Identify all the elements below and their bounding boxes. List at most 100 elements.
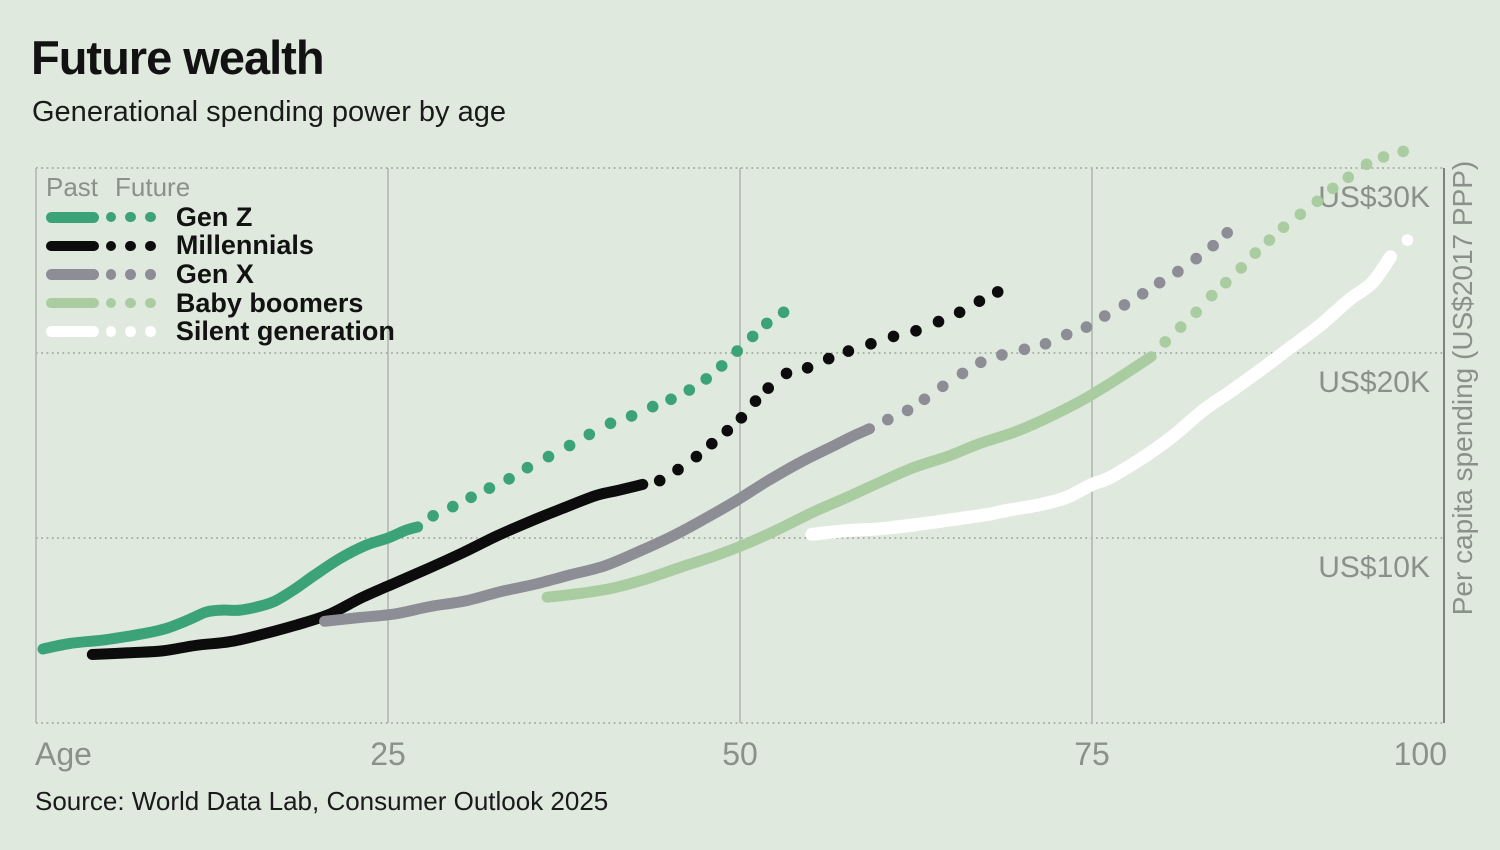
series-gen-x-future-dot-5 <box>975 356 987 369</box>
series-baby-boomers-future-dot-4 <box>1220 276 1232 289</box>
page-subtitle: Generational spending power by age <box>32 96 506 128</box>
series-gen-x-future-dot-11 <box>1098 310 1111 322</box>
series-baby-boomers-future-dot-7 <box>1263 234 1276 246</box>
legend-future-swatch-dot-icon <box>105 212 116 223</box>
series-baby-boomers-future-dot-9 <box>1294 208 1307 221</box>
x-tick-label-25: 25 <box>370 736 406 772</box>
series-baby-boomers-future-dot-15 <box>1397 145 1409 158</box>
series-gen-z-future-dot-1 <box>447 500 459 513</box>
legend-future-swatch-dot-icon <box>145 326 156 337</box>
series-millennials-future-dot-2 <box>690 450 703 463</box>
legend-past-swatch-icon <box>46 240 99 252</box>
legend-future-swatch-dot-icon <box>145 269 156 280</box>
y-axis-title: Per capita spending (US$2017 PPP) <box>1447 161 1478 616</box>
legend-item-silent-generation: Silent generation <box>46 317 395 346</box>
series-millennials-future-dot-12 <box>865 338 877 350</box>
x-tick-label-50: 50 <box>722 736 758 772</box>
legend-future-swatch-dot-icon <box>125 240 136 252</box>
series-baby-boomers-future-dot-12 <box>1342 171 1355 184</box>
series-gen-z-past-line <box>37 521 424 655</box>
series-gen-x-future-dot-13 <box>1136 288 1149 300</box>
series-gen-z-future-dot-12 <box>665 393 677 406</box>
legend-future-label: Future <box>115 172 191 202</box>
legend-future-swatch-dot-icon <box>145 240 156 252</box>
series-silent-generation-future-dot-0 <box>1401 234 1414 246</box>
legend-past-swatch-icon <box>46 212 99 223</box>
series-millennials-future-dot-10 <box>822 352 835 365</box>
series-gen-x-future-dot-8 <box>1039 338 1052 350</box>
legend-item-gen-z: Gen Z <box>46 203 395 232</box>
series-millennials-future-dot-14 <box>910 325 922 337</box>
series-baby-boomers-future-dot-1 <box>1174 321 1187 333</box>
series-baby-boomers-past-line <box>541 351 1157 603</box>
series-millennials-future-dot-0 <box>653 474 666 487</box>
legend-label-millennials: Millennials <box>175 230 314 261</box>
legend-item-gen-x: Gen X <box>46 260 395 289</box>
series-gen-x-future-dot-7 <box>1018 343 1031 356</box>
legend-past-swatch-icon <box>46 326 99 337</box>
series-gen-x-future-dot-17 <box>1207 239 1219 252</box>
series-silent-generation-past-line <box>805 250 1397 541</box>
series-gen-z-future-dot-10 <box>625 410 638 422</box>
series-gen-z-future-dot-8 <box>583 428 596 441</box>
series-millennials-future-dot-18 <box>991 286 1004 298</box>
x-tick-label-100: 100 <box>1394 736 1447 772</box>
series-millennials-future-dot-11 <box>842 345 855 357</box>
legend-item-baby-boomers: Baby boomers <box>46 289 395 318</box>
series-gen-z-future-dot-15 <box>715 360 728 372</box>
series-gen-x-future-dot-9 <box>1060 328 1073 341</box>
legend-label-gen-z: Gen Z <box>175 201 253 232</box>
series-millennials-future-dot-8 <box>780 367 793 380</box>
series-gen-x-future-dot-12 <box>1118 299 1131 311</box>
series-baby-boomers-future-dot-14 <box>1377 151 1390 163</box>
series-baby-boomers-future-dot-5 <box>1235 262 1247 274</box>
series-gen-x-future-dot-14 <box>1153 276 1166 289</box>
legend-future-swatch-dot-icon <box>105 240 116 252</box>
legend-future-swatch-dot-icon <box>125 297 136 309</box>
series-millennials-future-dot-17 <box>973 295 986 308</box>
series-gen-x-future-dot-0 <box>882 413 894 426</box>
series-gen-z-future-dot-16 <box>731 345 743 357</box>
legend-future-swatch-dot-icon <box>125 326 136 337</box>
legend-item-millennials: Millennials <box>46 232 395 261</box>
legend-future-swatch-dot-icon <box>125 269 136 280</box>
legend-future-swatch-dot-icon <box>105 269 116 280</box>
series-baby-boomers-future-dot-13 <box>1360 158 1373 171</box>
chart-legend: Past Future Gen Z Millennials Gen X Baby boo… <box>46 172 395 346</box>
series-millennials-future-dot-15 <box>932 315 945 328</box>
series-gen-z-future-dot-19 <box>777 306 790 319</box>
chart-source: Source: World Data Lab, Consumer Outlook… <box>35 786 609 816</box>
series-gen-z-future-dot-6 <box>542 450 555 463</box>
legend-past-swatch-icon <box>46 269 99 280</box>
series-gen-z-future-dot-14 <box>700 373 712 385</box>
series-gen-z-future-dot-9 <box>604 417 617 430</box>
series-millennials-future-dot-16 <box>953 306 966 319</box>
series-gen-x-future-dot-10 <box>1080 321 1093 333</box>
series-millennials-future-dot-13 <box>887 330 900 343</box>
series-baby-boomers-future-dot-10 <box>1311 195 1324 208</box>
series-gen-x-future-dot-16 <box>1190 252 1202 265</box>
legend-label-silent-generation: Silent generation <box>175 316 395 347</box>
legend-rows: Gen Z Millennials Gen X Baby boomers Silent … <box>46 203 395 346</box>
series-gen-z-future-dot-17 <box>746 330 759 343</box>
series-millennials-future-dot-4 <box>721 424 734 437</box>
page-title: Future wealth <box>31 31 325 84</box>
series-millennials-future-dot-5 <box>735 412 748 424</box>
legend-label-baby-boomers: Baby boomers <box>175 287 364 318</box>
legend-future-swatch-dot-icon <box>105 297 116 309</box>
series-gen-x-future-dot-1 <box>901 404 914 417</box>
x-axis-title: Age <box>35 736 92 772</box>
series-baby-boomers-future-dot-8 <box>1277 221 1290 233</box>
legend-future-swatch-dot-icon <box>105 326 116 337</box>
legend-future-swatch-dot-icon <box>145 212 156 223</box>
series-gen-z-future-dot-18 <box>761 317 773 330</box>
series-baby-boomers-future-dot-3 <box>1205 289 1218 302</box>
series-millennials-future-dot-7 <box>762 382 774 394</box>
legend-header: Past Future <box>46 172 395 203</box>
series-millennials-past-line <box>86 478 649 660</box>
legend-future-swatch-dot-icon <box>125 212 136 223</box>
series-gen-x-future-dot-4 <box>956 367 969 380</box>
legend-future-swatch-dot-icon <box>145 297 156 309</box>
